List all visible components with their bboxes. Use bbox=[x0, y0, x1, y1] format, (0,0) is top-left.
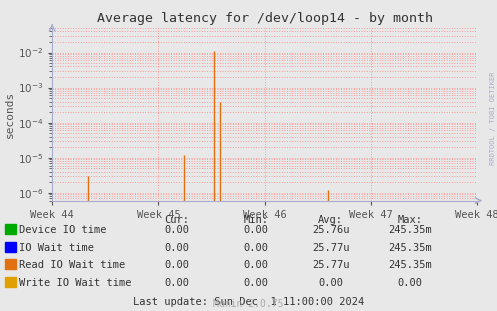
Text: 0.00: 0.00 bbox=[164, 225, 189, 235]
Text: 0.00: 0.00 bbox=[164, 260, 189, 270]
Text: 0.00: 0.00 bbox=[244, 260, 268, 270]
Text: 245.35m: 245.35m bbox=[388, 225, 432, 235]
Text: IO Wait time: IO Wait time bbox=[19, 243, 94, 253]
Text: Cur:: Cur: bbox=[164, 215, 189, 225]
Text: 25.77u: 25.77u bbox=[312, 260, 349, 270]
Text: 245.35m: 245.35m bbox=[388, 260, 432, 270]
Text: Device IO time: Device IO time bbox=[19, 225, 106, 235]
Text: 245.35m: 245.35m bbox=[388, 243, 432, 253]
Text: Munin 2.0.75: Munin 2.0.75 bbox=[213, 299, 284, 309]
Text: 0.00: 0.00 bbox=[244, 278, 268, 288]
Text: RRDTOOL / TOBI OETIKER: RRDTOOL / TOBI OETIKER bbox=[490, 72, 496, 165]
Text: Write IO Wait time: Write IO Wait time bbox=[19, 278, 131, 288]
Text: 0.00: 0.00 bbox=[318, 278, 343, 288]
Text: Read IO Wait time: Read IO Wait time bbox=[19, 260, 125, 270]
Text: 0.00: 0.00 bbox=[244, 243, 268, 253]
Text: Avg:: Avg: bbox=[318, 215, 343, 225]
Text: 0.00: 0.00 bbox=[164, 243, 189, 253]
Text: 25.76u: 25.76u bbox=[312, 225, 349, 235]
Y-axis label: seconds: seconds bbox=[5, 91, 15, 138]
Text: 0.00: 0.00 bbox=[398, 278, 422, 288]
Title: Average latency for /dev/loop14 - by month: Average latency for /dev/loop14 - by mon… bbox=[96, 12, 433, 26]
Text: 0.00: 0.00 bbox=[164, 278, 189, 288]
Text: 0.00: 0.00 bbox=[244, 225, 268, 235]
Text: Last update: Sun Dec  1 11:00:00 2024: Last update: Sun Dec 1 11:00:00 2024 bbox=[133, 297, 364, 307]
Text: Min:: Min: bbox=[244, 215, 268, 225]
Text: Max:: Max: bbox=[398, 215, 422, 225]
Text: 25.77u: 25.77u bbox=[312, 243, 349, 253]
